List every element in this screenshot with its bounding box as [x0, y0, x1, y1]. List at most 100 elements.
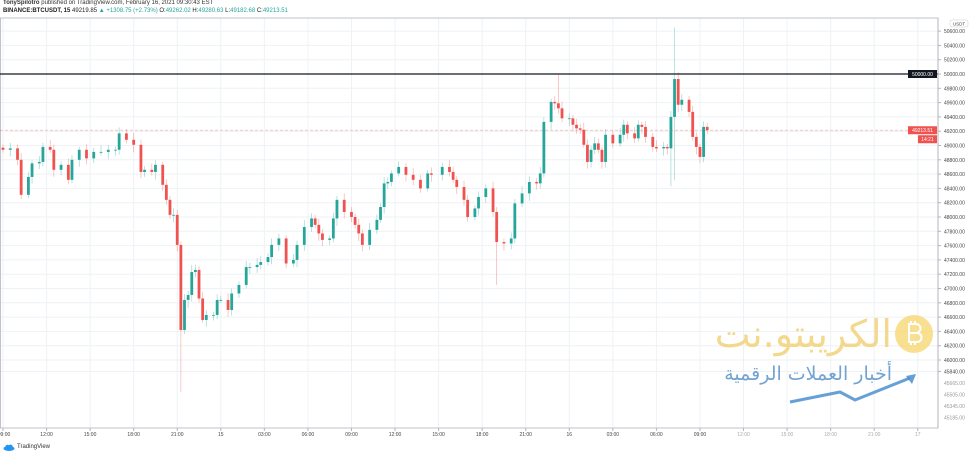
candle-up [622, 124, 626, 135]
price-tick-label: 46400.00 [944, 329, 965, 335]
candles [1, 27, 709, 393]
candle-up [244, 267, 248, 285]
candle-up [99, 151, 103, 153]
time-tick-label: 09:00 [0, 432, 10, 438]
candle-up [593, 143, 597, 150]
price-tick-label: 50000.00 [944, 72, 965, 78]
candle-up [30, 163, 34, 177]
candle-up [477, 196, 480, 209]
time-tick-label: 18:00 [476, 432, 489, 438]
candle-up [538, 173, 542, 184]
candle-down [586, 144, 589, 162]
candle-down [161, 164, 165, 185]
time-tick-label: 12:00 [737, 432, 750, 438]
time-tick-label: 12:00 [389, 432, 402, 438]
candle-down [164, 184, 168, 200]
candle-up [292, 259, 295, 264]
candle-down [197, 269, 201, 299]
candle-up [513, 203, 517, 239]
last-price-label: 49213.51 [912, 128, 933, 134]
candle-down [52, 149, 56, 170]
candle-down [284, 238, 288, 264]
chart-background [0, 18, 980, 428]
candle-up [117, 133, 121, 150]
candle-down [179, 244, 183, 330]
time-tick-label: 03:00 [607, 432, 620, 438]
low-value: 49182.68 [230, 8, 256, 14]
candle-up [673, 79, 676, 117]
candle-up [266, 257, 270, 263]
price-tick-label: 46200.00 [944, 344, 965, 350]
candle-up [440, 166, 444, 175]
candle-up [589, 149, 593, 162]
candle-up [143, 169, 146, 172]
high-value: 49280.63 [198, 8, 224, 14]
candle-up [154, 164, 157, 172]
price-tick-label: 47800.00 [944, 229, 965, 235]
price-tick-label: 48400.00 [944, 186, 965, 192]
candle-up [542, 121, 546, 174]
candle-up [172, 214, 176, 216]
symbol-legend: BINANCE:BTCUSDT, 15 49219.85 ▲ +1308.75 … [3, 8, 288, 15]
open-label: O: [159, 8, 166, 14]
candle-up [114, 149, 117, 151]
candle-up [204, 314, 208, 320]
tradingview-brand: TradingView [17, 444, 51, 450]
candle-down [139, 144, 143, 172]
candle-down [556, 103, 560, 109]
candle-up [368, 229, 372, 245]
price-tick-label: 46000.00 [944, 358, 965, 364]
candle-down [1, 147, 5, 150]
candle-down [687, 99, 691, 112]
candle-up [509, 238, 513, 244]
price-axis[interactable]: 50600.00 50400.00 50200.00 50000.00 49800.00… [937, 18, 969, 428]
candle-up [41, 146, 45, 162]
time-axis[interactable]: 09:00 12:00 15:00 18:00 21:00 15 03:00 06:00 09:… [0, 428, 921, 438]
horizontal-line-price-badge [908, 70, 937, 78]
close-value: 49213.51 [262, 8, 288, 14]
candle-up [527, 181, 531, 194]
candle-up [106, 149, 110, 152]
candle-up [215, 299, 219, 315]
candle-up [426, 173, 430, 189]
candle-down [651, 136, 655, 147]
candle-down [694, 136, 698, 147]
price-tick-label: 50400.00 [944, 43, 965, 49]
candle-up [567, 118, 571, 120]
candle-up [390, 173, 393, 182]
price-tick-label: 47200.00 [944, 272, 965, 278]
candle-down [342, 199, 346, 212]
candle-up [618, 134, 622, 144]
time-tick-label: 12:00 [40, 432, 53, 438]
candle-up [335, 199, 339, 219]
candle-down [560, 108, 564, 119]
time-tick-label: 16 [566, 432, 572, 438]
close-label: C: [256, 8, 263, 14]
price-tick-label-faded: 45665.00 [944, 381, 965, 387]
horizontal-line-price-label: 50000.00 [912, 72, 933, 78]
bar-countdown-label: 14:21 [921, 137, 934, 143]
overlay-lines: 50000.00 49213.51 14:21 [0, 70, 938, 144]
candle-up [636, 124, 640, 139]
candle-up [520, 193, 524, 204]
candle-up [604, 134, 607, 162]
tradingview-logo[interactable]: TradingView [3, 443, 50, 451]
candle-up [331, 218, 335, 239]
high-label: H: [192, 8, 199, 14]
time-tick-label: 06:00 [302, 432, 315, 438]
price-tick-label: 47000.00 [944, 287, 965, 293]
price-tick-label: 47600.00 [944, 244, 965, 250]
price-tick-label: 49400.00 [944, 115, 965, 121]
time-tick-label: 21:00 [868, 432, 881, 438]
candle-down [411, 174, 415, 180]
candle-down [466, 199, 470, 217]
candle-up [382, 183, 386, 207]
candle-up [8, 148, 12, 150]
candle-down [201, 298, 205, 320]
candle-down [404, 166, 408, 175]
price-tick-label: 46800.00 [944, 301, 965, 307]
author-name[interactable]: TonySpilotro [3, 0, 40, 6]
candle-up [186, 294, 190, 300]
countdown-badge [918, 135, 937, 144]
